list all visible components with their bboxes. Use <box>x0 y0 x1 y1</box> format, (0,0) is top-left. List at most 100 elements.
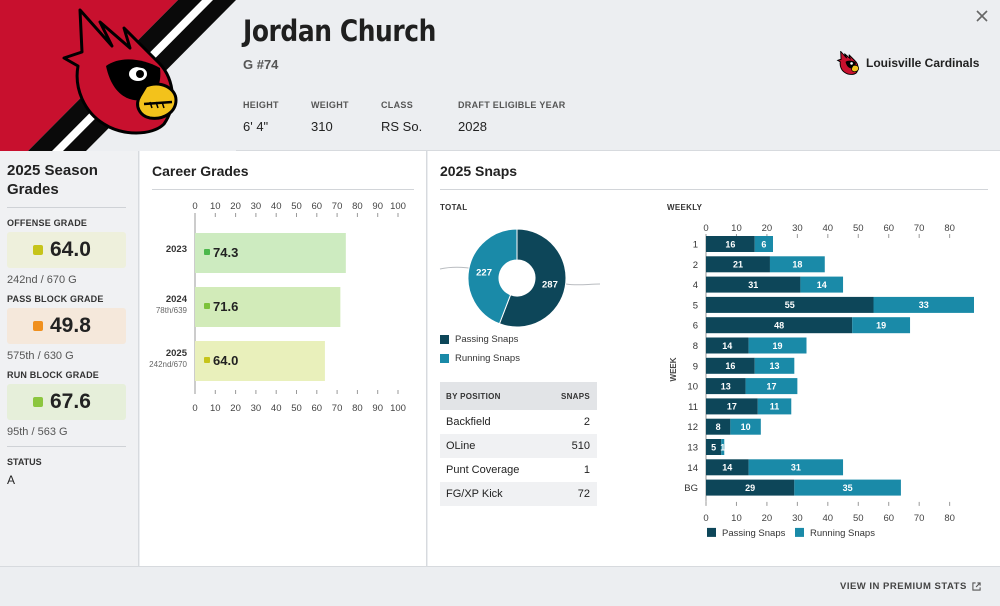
view-premium-stats-link[interactable]: VIEW IN PREMIUM STATS <box>840 581 981 592</box>
snaps-cell: 72 <box>577 488 590 500</box>
career-bar <box>195 341 325 381</box>
running-bar <box>852 317 911 334</box>
player-name: Jordan Church <box>243 14 436 48</box>
bar-value-label: 5 <box>711 442 716 452</box>
bar-value-label: 8 <box>716 422 721 432</box>
bar-value-label: 6 <box>761 239 766 249</box>
height-value: 6' 4" <box>243 119 269 134</box>
legend-label: Passing Snaps <box>722 528 786 539</box>
grade-indicator <box>204 249 210 255</box>
divider <box>7 446 126 447</box>
tick-label: 30 <box>792 223 803 234</box>
tick-label: 10 <box>210 403 221 414</box>
tick-label: 100 <box>390 403 406 414</box>
snaps-title: 2025 Snaps <box>440 163 518 179</box>
close-button[interactable] <box>972 6 992 26</box>
class-stat: CLASS RS So. <box>381 100 422 134</box>
bar-value-label: 10 <box>741 422 751 432</box>
tick-label: 50 <box>853 223 864 234</box>
slice-value-label: 287 <box>542 280 558 291</box>
passing-bar <box>706 357 755 374</box>
season-label: 2023 <box>166 244 187 255</box>
bar-value-label: 18 <box>792 260 802 270</box>
status-label: STATUS <box>7 457 42 467</box>
snaps-by-position-table: BY POSITION SNAPS Backfield 2 OLine 510 … <box>440 382 597 506</box>
bar-value-label: 19 <box>773 341 783 351</box>
run-block-grade-label: RUN BLOCK GRADE <box>7 370 99 380</box>
passing-bar <box>706 337 749 354</box>
run-block-grade-value: 67.6 <box>50 390 91 413</box>
tick-label: 70 <box>332 201 343 212</box>
height-label: HEIGHT <box>243 100 279 110</box>
bar-value-label: 14 <box>817 280 827 290</box>
legend-swatch <box>440 335 449 344</box>
height-stat: HEIGHT 6' 4" <box>243 100 279 134</box>
x-axis: 0 0 10 10 20 20 30 30 40 40 50 50 60 60 70 70 80 80 <box>703 223 955 524</box>
bar-value-label: 13 <box>770 361 780 371</box>
donut-slice <box>498 228 567 328</box>
week-label: 1 <box>693 240 698 251</box>
tick-label: 70 <box>332 403 343 414</box>
tick-label: 40 <box>271 201 282 212</box>
tick-label: 20 <box>230 201 241 212</box>
passing-bar <box>706 398 758 415</box>
weight-stat: WEIGHT 310 <box>311 100 349 134</box>
position-cell: Punt Coverage <box>446 464 520 476</box>
tick-label: 0 <box>192 403 197 414</box>
grade-indicator <box>33 321 43 331</box>
week-label: 2 <box>693 260 698 271</box>
running-bar <box>748 337 807 354</box>
tick-label: 20 <box>762 223 773 234</box>
player-position: G #74 <box>243 57 279 72</box>
tick-label: 30 <box>251 201 262 212</box>
snaps-cell: 1 <box>583 464 590 476</box>
pass-block-grade-box: 49.8 <box>7 308 126 344</box>
tick-label: 80 <box>352 201 363 212</box>
bar-value-label: 17 <box>766 381 776 391</box>
passing-bar <box>706 317 853 334</box>
career-bar <box>195 287 341 327</box>
tick-label: 50 <box>291 201 302 212</box>
divider <box>152 189 414 190</box>
snaps-cell: 510 <box>571 440 590 452</box>
table-row: Backfield 2 <box>440 410 597 434</box>
passing-bar <box>706 439 722 455</box>
running-bar <box>721 439 725 455</box>
tick-label: 30 <box>251 403 262 414</box>
grade-indicator <box>204 357 210 363</box>
week-label: 11 <box>688 402 698 413</box>
legend-running-label: Running Snaps <box>455 353 520 364</box>
running-bar <box>769 256 825 273</box>
tick-label: 0 <box>192 201 197 212</box>
offense-grade-value: 64.0 <box>50 238 91 261</box>
draft-stat: DRAFT ELIGIBLE YEAR 2028 <box>458 100 566 134</box>
running-bar <box>754 236 773 252</box>
season-grades-panel: 2025 Season Grades OFFENSE GRADE 64.0 24… <box>0 151 139 566</box>
team-link[interactable]: Louisville Cardinals <box>836 51 979 75</box>
week-label: 12 <box>687 422 698 433</box>
weekly-legend: Passing Snaps Running Snaps <box>707 527 875 539</box>
bar-value-label: 13 <box>721 381 731 391</box>
bar-value-label: 17 <box>727 402 737 412</box>
bar-value-label: 29 <box>745 483 755 493</box>
tick-label: 100 <box>390 201 406 212</box>
week-label: BG <box>684 483 698 494</box>
bar-value-label: 33 <box>919 300 929 310</box>
draft-value: 2028 <box>458 119 487 134</box>
status-value: A <box>7 473 16 487</box>
bar-value-label: 21 <box>733 260 743 270</box>
bar-value-label: 19 <box>876 321 886 331</box>
running-bar <box>800 276 844 293</box>
team-banner <box>0 0 236 151</box>
grade-indicator <box>204 303 210 309</box>
passing-bar <box>706 418 731 435</box>
position-cell: FG/XP Kick <box>446 488 503 500</box>
week-label: 10 <box>687 382 698 393</box>
grade-indicator <box>33 245 43 255</box>
week-label: 9 <box>693 361 698 372</box>
tick-label: 10 <box>731 223 742 234</box>
bar-value-label: 31 <box>748 280 758 290</box>
tick-label: 40 <box>823 513 834 524</box>
season-grades-title: 2025 Season Grades <box>7 162 98 198</box>
